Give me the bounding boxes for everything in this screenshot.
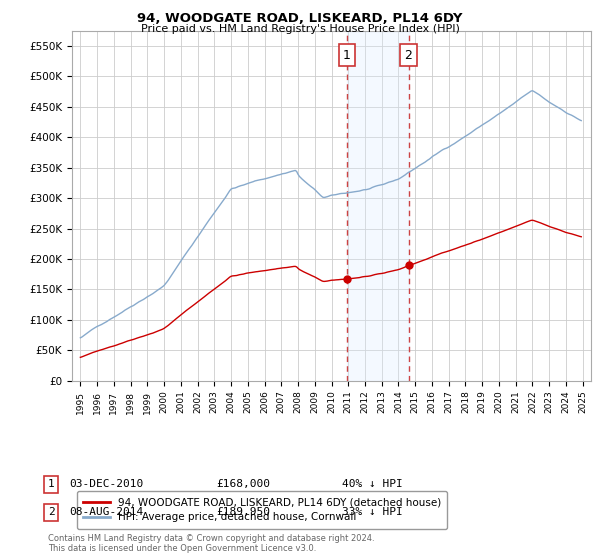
Text: Contains HM Land Registry data © Crown copyright and database right 2024.
This d: Contains HM Land Registry data © Crown c…	[48, 534, 374, 553]
Text: 1: 1	[47, 479, 55, 489]
Text: 40% ↓ HPI: 40% ↓ HPI	[342, 479, 403, 489]
Text: 2: 2	[47, 507, 55, 517]
Text: 03-DEC-2010: 03-DEC-2010	[69, 479, 143, 489]
Text: 1: 1	[343, 49, 351, 62]
Text: £189,950: £189,950	[216, 507, 270, 517]
Text: Price paid vs. HM Land Registry's House Price Index (HPI): Price paid vs. HM Land Registry's House …	[140, 24, 460, 34]
Text: £168,000: £168,000	[216, 479, 270, 489]
Text: 08-AUG-2014: 08-AUG-2014	[69, 507, 143, 517]
Text: 33% ↓ HPI: 33% ↓ HPI	[342, 507, 403, 517]
Legend: 94, WOODGATE ROAD, LISKEARD, PL14 6DY (detached house), HPI: Average price, deta: 94, WOODGATE ROAD, LISKEARD, PL14 6DY (d…	[77, 491, 448, 529]
Text: 2: 2	[404, 49, 412, 62]
Text: 94, WOODGATE ROAD, LISKEARD, PL14 6DY: 94, WOODGATE ROAD, LISKEARD, PL14 6DY	[137, 12, 463, 25]
Bar	[347, 31, 409, 381]
